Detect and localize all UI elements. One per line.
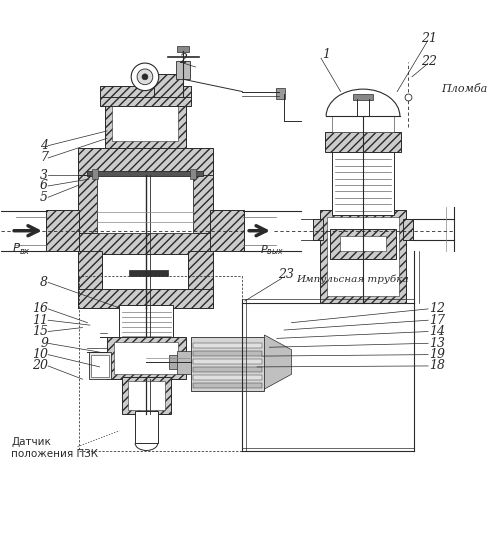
Text: Датчик: Датчик xyxy=(11,437,51,447)
Bar xyxy=(276,88,284,99)
Bar xyxy=(193,344,262,348)
Text: 1: 1 xyxy=(322,48,330,61)
Text: 14: 14 xyxy=(429,325,445,338)
Text: 19: 19 xyxy=(429,348,445,361)
Bar xyxy=(135,411,158,443)
Bar xyxy=(129,270,168,276)
Text: 10: 10 xyxy=(32,348,48,361)
Bar xyxy=(193,375,262,380)
Bar xyxy=(78,233,213,254)
Bar xyxy=(190,169,196,179)
Text: 2: 2 xyxy=(180,53,188,66)
Circle shape xyxy=(137,69,153,85)
Text: 17: 17 xyxy=(429,314,445,327)
Polygon shape xyxy=(264,335,291,389)
Bar xyxy=(354,94,373,101)
Bar xyxy=(112,104,178,141)
Text: 7: 7 xyxy=(40,152,48,165)
Text: Импульсная трубка: Импульсная трубка xyxy=(296,275,409,284)
Bar xyxy=(190,337,264,392)
Bar xyxy=(114,342,178,374)
Bar xyxy=(330,229,396,259)
Bar xyxy=(193,158,213,254)
Bar xyxy=(402,219,413,240)
Bar xyxy=(120,305,174,340)
Bar xyxy=(154,74,184,96)
Text: $P_{вых}$: $P_{вых}$ xyxy=(260,243,284,257)
Bar xyxy=(88,171,203,176)
Bar xyxy=(78,148,213,175)
Bar xyxy=(128,381,164,410)
Bar xyxy=(176,61,190,79)
Text: 21: 21 xyxy=(421,32,437,45)
Bar xyxy=(340,236,386,252)
Text: 13: 13 xyxy=(429,337,445,350)
Text: 22: 22 xyxy=(421,55,437,68)
Bar xyxy=(104,104,186,148)
Bar xyxy=(188,252,213,308)
Text: 3: 3 xyxy=(40,168,48,182)
Bar xyxy=(78,158,98,254)
Text: 8: 8 xyxy=(40,276,48,289)
Bar xyxy=(320,210,406,303)
Bar xyxy=(92,354,108,377)
Bar xyxy=(168,354,181,369)
Circle shape xyxy=(131,63,158,91)
Text: 5: 5 xyxy=(40,191,48,204)
Text: $P_{вх}$: $P_{вх}$ xyxy=(12,242,31,258)
Text: Пломба: Пломба xyxy=(442,84,488,94)
Bar xyxy=(210,210,244,252)
Bar xyxy=(312,219,324,240)
Bar xyxy=(46,210,79,252)
Text: положения ПЗК: положения ПЗК xyxy=(11,449,98,459)
Bar xyxy=(325,132,401,152)
Bar xyxy=(78,289,213,308)
Bar xyxy=(107,337,186,379)
Bar xyxy=(178,46,189,53)
Text: 9: 9 xyxy=(40,337,48,350)
Text: 6: 6 xyxy=(40,179,48,193)
Bar xyxy=(98,175,193,233)
Bar xyxy=(178,351,191,374)
Text: 18: 18 xyxy=(429,359,445,373)
Bar xyxy=(193,351,262,356)
Bar xyxy=(193,359,262,364)
Bar xyxy=(332,150,394,214)
Bar xyxy=(193,367,262,372)
Text: 12: 12 xyxy=(429,302,445,316)
Text: 15: 15 xyxy=(32,325,48,338)
Bar xyxy=(332,116,394,132)
Bar xyxy=(92,169,98,179)
Bar xyxy=(100,96,190,106)
Text: 16: 16 xyxy=(32,302,48,316)
Bar xyxy=(78,252,102,308)
Bar xyxy=(100,86,190,96)
Text: 4: 4 xyxy=(40,139,48,152)
Bar xyxy=(89,352,111,379)
Text: 23: 23 xyxy=(278,269,293,282)
Circle shape xyxy=(142,74,148,80)
Text: 11: 11 xyxy=(32,314,48,327)
Text: 20: 20 xyxy=(32,359,48,373)
Bar xyxy=(122,377,171,414)
Bar xyxy=(328,217,398,295)
Circle shape xyxy=(405,94,412,101)
Bar xyxy=(193,383,262,388)
